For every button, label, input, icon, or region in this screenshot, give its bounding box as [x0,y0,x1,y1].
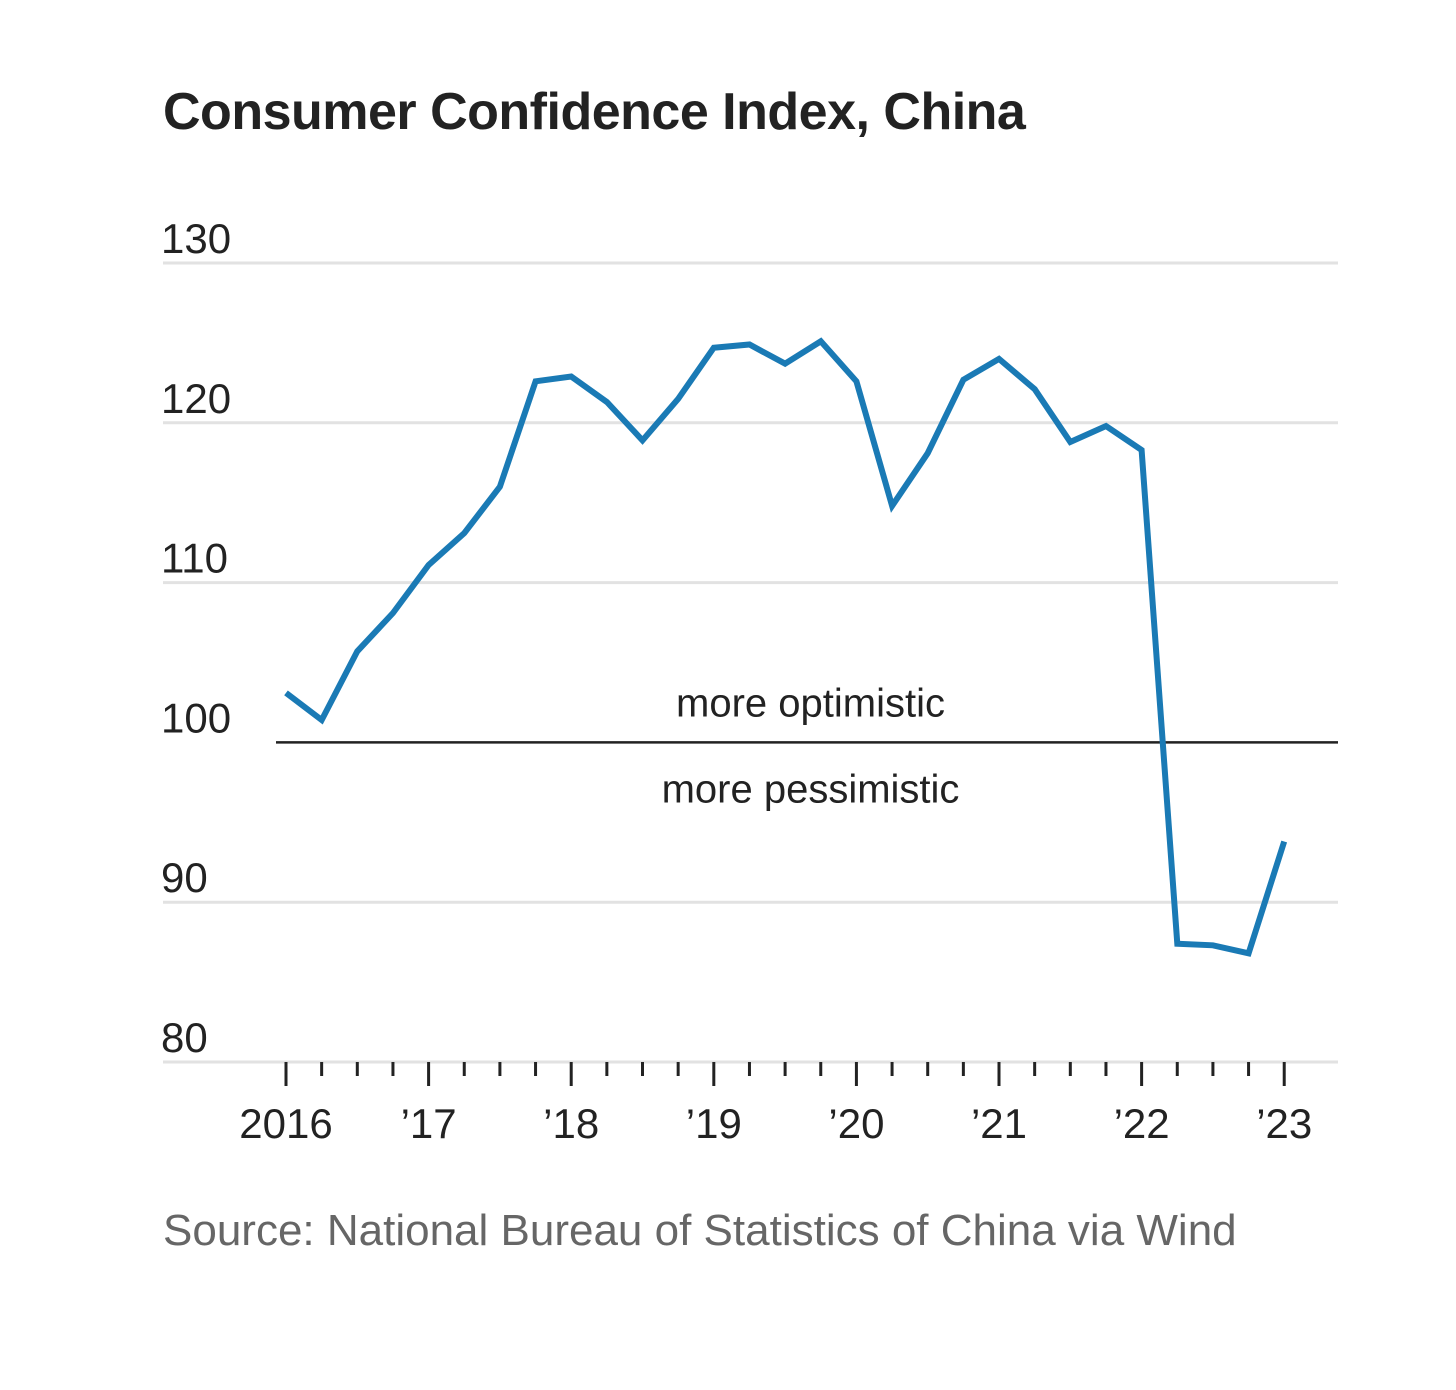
x-tick-label: ’19 [686,1100,742,1147]
chart-title: Consumer Confidence Index, China [163,83,1026,141]
x-tick-label: ’17 [401,1100,457,1147]
x-tick-label: ’22 [1114,1100,1170,1147]
x-tick-label: ’20 [828,1100,884,1147]
source-note: Source: National Bureau of Statistics of… [163,1206,1237,1255]
annotation-more-pessimistic: more pessimistic [662,767,960,811]
x-tick-label: ’21 [971,1100,1027,1147]
x-tick-label: ’23 [1256,1100,1312,1147]
x-tick-label: ’18 [543,1100,599,1147]
y-tick-label: 100 [161,694,231,741]
y-tick-label: 80 [161,1014,208,1061]
y-tick-label: 130 [161,215,231,262]
x-tick-label: 2016 [239,1100,332,1147]
y-axis-labels: 80 90 100 110 120 130 [161,215,231,1061]
y-tick-label: 120 [161,375,231,422]
gridlines [163,261,1338,904]
annotation-more-optimistic: more optimistic [676,681,945,725]
y-tick-label: 90 [161,854,208,901]
series-line [284,337,1288,957]
y-tick-label: 110 [161,535,228,582]
x-axis: 2016 ’17 ’18 ’19 ’20 ’21 ’22 ’23 [163,1060,1338,1147]
annotations: more optimistic more pessimistic [662,681,960,811]
series-group [284,337,1288,957]
